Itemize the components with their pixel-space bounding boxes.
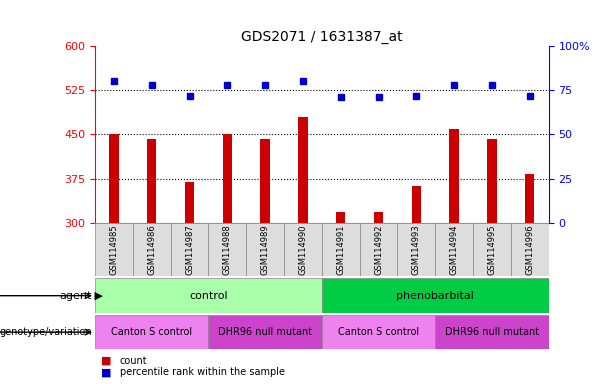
Text: ■: ■ xyxy=(101,356,112,366)
Text: GSM114987: GSM114987 xyxy=(185,224,194,275)
Bar xyxy=(322,223,360,276)
Text: phenobarbital: phenobarbital xyxy=(396,291,474,301)
Text: Canton S control: Canton S control xyxy=(111,327,192,337)
Text: DHR96 null mutant: DHR96 null mutant xyxy=(445,327,539,337)
Text: Canton S control: Canton S control xyxy=(338,327,419,337)
Bar xyxy=(109,134,119,223)
Bar xyxy=(208,315,322,349)
Text: GSM114991: GSM114991 xyxy=(336,224,345,275)
Bar xyxy=(322,278,549,313)
Text: GSM114989: GSM114989 xyxy=(261,224,270,275)
Text: genotype/variation: genotype/variation xyxy=(0,327,92,337)
Bar xyxy=(284,223,322,276)
Text: agent: agent xyxy=(59,291,92,301)
Text: control: control xyxy=(189,291,228,301)
Bar xyxy=(298,117,308,223)
Bar xyxy=(435,223,473,276)
Text: GSM114993: GSM114993 xyxy=(412,224,421,275)
Text: ▶: ▶ xyxy=(91,291,104,301)
Bar xyxy=(473,223,511,276)
Bar xyxy=(208,223,246,276)
Text: GSM114988: GSM114988 xyxy=(223,224,232,275)
Bar xyxy=(322,315,435,349)
Bar xyxy=(133,223,170,276)
Text: percentile rank within the sample: percentile rank within the sample xyxy=(120,367,284,377)
Text: GSM114995: GSM114995 xyxy=(487,224,497,275)
Bar xyxy=(374,212,383,223)
Bar xyxy=(261,139,270,223)
Bar xyxy=(246,223,284,276)
Bar xyxy=(147,139,156,223)
Bar xyxy=(95,315,208,349)
Bar xyxy=(185,182,194,223)
Bar xyxy=(95,223,133,276)
Text: GSM114990: GSM114990 xyxy=(299,224,308,275)
Text: GSM114996: GSM114996 xyxy=(525,224,535,275)
Text: GSM114994: GSM114994 xyxy=(449,224,459,275)
Bar xyxy=(487,139,497,223)
Bar xyxy=(411,185,421,223)
Text: ■: ■ xyxy=(101,367,112,377)
Text: GSM114992: GSM114992 xyxy=(374,224,383,275)
Title: GDS2071 / 1631387_at: GDS2071 / 1631387_at xyxy=(241,30,403,44)
Bar xyxy=(525,174,535,223)
Bar xyxy=(449,129,459,223)
Bar xyxy=(511,223,549,276)
Bar xyxy=(170,223,208,276)
Bar xyxy=(360,223,397,276)
Bar xyxy=(95,278,322,313)
Text: GSM114985: GSM114985 xyxy=(109,224,118,275)
Text: GSM114986: GSM114986 xyxy=(147,224,156,275)
Text: DHR96 null mutant: DHR96 null mutant xyxy=(218,327,312,337)
Bar xyxy=(397,223,435,276)
Bar xyxy=(223,134,232,223)
Bar xyxy=(336,212,346,223)
Text: count: count xyxy=(120,356,147,366)
Bar xyxy=(435,315,549,349)
